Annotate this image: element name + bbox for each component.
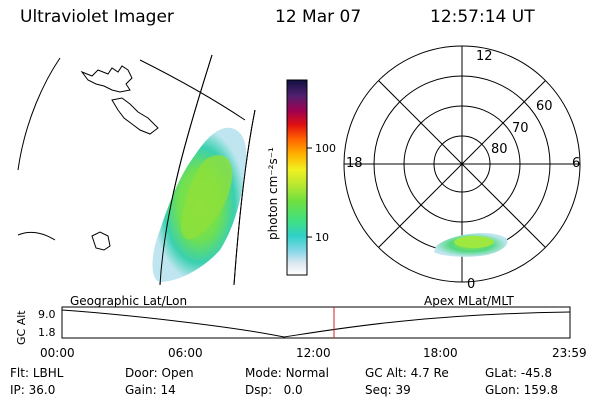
door-info: Door: Open [125, 366, 194, 380]
seq-info: Seq: 39 [365, 383, 411, 397]
seq-label: Seq: [365, 383, 392, 397]
date-label: 12 Mar 07 [275, 7, 362, 27]
coastline-north-island [80, 65, 133, 93]
time-tick-0600: 06:00 [168, 346, 203, 360]
dsp-info: Dsp: 0.0 [245, 383, 303, 397]
lat-label-80: 80 [491, 142, 508, 157]
altitude-plot: GC Alt 9.0 1.8 00:00 06:00 12:00 18:00 2… [15, 306, 587, 360]
glon-value: 159.8 [523, 383, 558, 397]
mlt-label-18: 18 [346, 156, 363, 171]
glon-label: GLon: [485, 383, 520, 397]
flt-label: Flt: [10, 366, 29, 380]
map-grid-line [17, 57, 61, 171]
coastline-south-island [111, 97, 159, 135]
seq-value: 39 [395, 383, 411, 397]
gain-info: Gain: 14 [125, 383, 176, 397]
glat-info: GLat: -45.8 [485, 366, 552, 380]
lat-label-60: 60 [536, 99, 553, 114]
mlt-label-12: 12 [476, 49, 493, 64]
ip-label: IP: [10, 383, 25, 397]
time-tick-1200: 12:00 [296, 346, 331, 360]
altitude-ytick-9: 9.0 [38, 308, 56, 321]
geographic-label: Geographic Lat/Lon [70, 294, 187, 308]
flt-value: LBHL [32, 366, 64, 380]
mode-info: Mode: Normal [245, 366, 329, 380]
mode-value: Normal [285, 366, 329, 380]
ip-value: 36.0 [28, 383, 56, 397]
map-grid-line-front [159, 54, 213, 286]
altitude-plot-frame [61, 306, 571, 339]
lat-label-70: 70 [512, 121, 529, 136]
gcalt-label: GC Alt: [365, 366, 407, 380]
gcalt-value: 4.7 Re [410, 366, 449, 380]
glon-info: GLon: 159.8 [485, 383, 558, 397]
aurora-polar [434, 232, 508, 257]
ip-info: IP: 36.0 [10, 383, 55, 397]
polar-axis-diagonal [377, 79, 547, 249]
door-value: Open [161, 366, 194, 380]
coastline-edge [17, 231, 56, 241]
map-grid-line [139, 59, 246, 121]
colorbar-unit-label: photon cm⁻²s⁻¹ [266, 147, 280, 240]
flt-info: Flt: LBHL [10, 366, 63, 380]
coastline-small-island [91, 231, 111, 251]
time-label: 12:57:14 UT [430, 7, 535, 27]
mlt-label-6: 6 [572, 156, 580, 171]
time-tick-1800: 18:00 [423, 346, 458, 360]
glat-value: -45.8 [520, 366, 552, 380]
altitude-ytick-1: 1.8 [38, 326, 56, 339]
time-tick-2359: 23:59 [552, 346, 587, 360]
colorbar-tick-label-100: 100 [315, 142, 336, 155]
mlt-label-0: 0 [467, 277, 475, 292]
altitude-curve [61, 309, 571, 338]
gain-value: 14 [160, 383, 176, 397]
apex-label: Apex MLat/MLT [424, 294, 514, 308]
dsp-label: Dsp: [245, 383, 273, 397]
glat-label: GLat: [485, 366, 518, 380]
colorbar-tick-label-10: 10 [315, 231, 329, 244]
aurora-geographic [152, 127, 247, 282]
gcalt-info: GC Alt: 4.7 Re [365, 366, 449, 380]
mode-label: Mode: [245, 366, 282, 380]
altitude-ylabel: GC Alt [15, 310, 28, 345]
map-grid-line-front [233, 109, 256, 286]
dsp-value: 0.0 [283, 383, 303, 397]
time-tick-0000: 00:00 [40, 346, 75, 360]
door-label: Door: [125, 366, 158, 380]
instrument-title: Ultraviolet Imager [20, 7, 174, 27]
gain-label: Gain: [125, 383, 157, 397]
colorbar [286, 79, 308, 276]
